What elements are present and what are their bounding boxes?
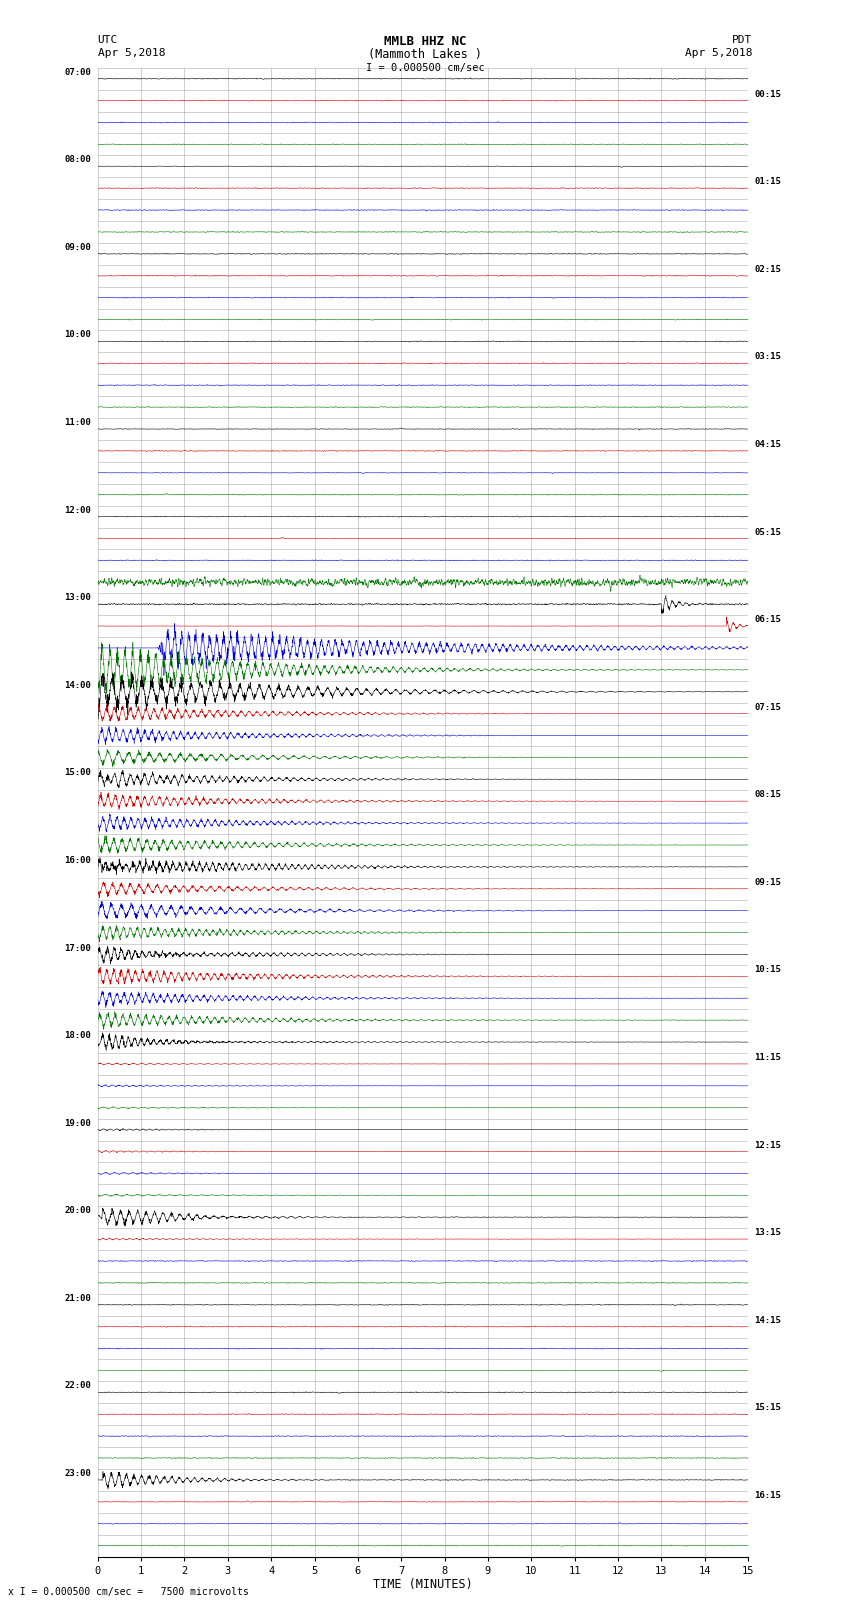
Text: 15:00: 15:00 (65, 768, 91, 777)
Text: MMLB HHZ NC: MMLB HHZ NC (383, 35, 467, 48)
Text: 13:15: 13:15 (755, 1227, 781, 1237)
Text: 22:00: 22:00 (65, 1381, 91, 1390)
Text: 09:15: 09:15 (755, 877, 781, 887)
Text: 07:15: 07:15 (755, 703, 781, 711)
Text: 00:15: 00:15 (755, 90, 781, 98)
Text: Apr 5,2018: Apr 5,2018 (685, 48, 752, 58)
X-axis label: TIME (MINUTES): TIME (MINUTES) (373, 1579, 473, 1592)
Text: 03:15: 03:15 (755, 352, 781, 361)
Text: 17:00: 17:00 (65, 944, 91, 953)
Text: 16:15: 16:15 (755, 1490, 781, 1500)
Text: 14:00: 14:00 (65, 681, 91, 690)
Text: 23:00: 23:00 (65, 1469, 91, 1478)
Text: 11:00: 11:00 (65, 418, 91, 427)
Text: 15:15: 15:15 (755, 1403, 781, 1413)
Text: Apr 5,2018: Apr 5,2018 (98, 48, 165, 58)
Text: 21:00: 21:00 (65, 1294, 91, 1303)
Text: 05:15: 05:15 (755, 527, 781, 537)
Text: 18:00: 18:00 (65, 1031, 91, 1040)
Text: 08:15: 08:15 (755, 790, 781, 800)
Text: 14:15: 14:15 (755, 1316, 781, 1324)
Text: 01:15: 01:15 (755, 177, 781, 185)
Text: 06:15: 06:15 (755, 615, 781, 624)
Text: 11:15: 11:15 (755, 1053, 781, 1061)
Text: 19:00: 19:00 (65, 1119, 91, 1127)
Text: 08:00: 08:00 (65, 155, 91, 165)
Text: I = 0.000500 cm/sec: I = 0.000500 cm/sec (366, 63, 484, 73)
Text: x I = 0.000500 cm/sec =   7500 microvolts: x I = 0.000500 cm/sec = 7500 microvolts (8, 1587, 249, 1597)
Text: 04:15: 04:15 (755, 440, 781, 448)
Text: PDT: PDT (732, 35, 752, 45)
Text: 13:00: 13:00 (65, 594, 91, 602)
Text: (Mammoth Lakes ): (Mammoth Lakes ) (368, 48, 482, 61)
Text: 16:00: 16:00 (65, 857, 91, 865)
Text: 12:15: 12:15 (755, 1140, 781, 1150)
Text: 20:00: 20:00 (65, 1207, 91, 1215)
Text: 09:00: 09:00 (65, 244, 91, 252)
Text: 12:00: 12:00 (65, 505, 91, 515)
Text: 07:00: 07:00 (65, 68, 91, 77)
Text: 10:00: 10:00 (65, 331, 91, 339)
Text: 10:15: 10:15 (755, 966, 781, 974)
Text: UTC: UTC (98, 35, 118, 45)
Text: 02:15: 02:15 (755, 265, 781, 274)
